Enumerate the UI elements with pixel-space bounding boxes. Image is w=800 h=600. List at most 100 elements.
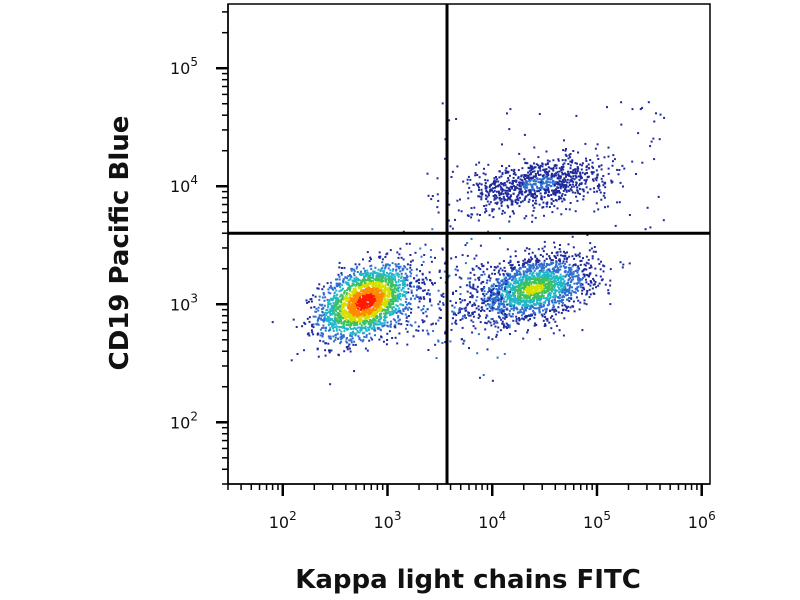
event-dot-population-1 <box>340 272 343 275</box>
event-dot-population-2 <box>534 256 537 259</box>
event-dot-population-1 <box>338 313 341 316</box>
event-dot-population-1 <box>399 311 402 314</box>
event-dot-population-3 <box>535 180 537 183</box>
event-dot-population-2 <box>504 295 507 298</box>
event-dot-population-2 <box>579 301 582 304</box>
event-dot-population-1 <box>382 290 385 293</box>
event-dot-population-3 <box>502 195 505 198</box>
event-dot-population-3 <box>571 183 574 186</box>
event-dot-population-1 <box>329 327 332 329</box>
event-dot-population-2 <box>524 304 526 307</box>
event-dot-population-2 <box>505 286 508 289</box>
event-dot-population-2 <box>582 277 584 279</box>
event-dot-population-3 <box>579 163 582 166</box>
event-dot-population-2 <box>480 297 483 300</box>
event-dot-sparse <box>420 297 423 300</box>
event-dot-population-2 <box>548 285 551 288</box>
event-dot-population-1 <box>346 346 349 349</box>
event-dot-population-1 <box>344 309 347 312</box>
event-dot-population-1 <box>354 343 357 346</box>
event-dot-sparse <box>483 273 486 276</box>
event-dot-population-2 <box>471 296 474 299</box>
event-dot-population-1 <box>394 324 397 327</box>
event-dot-population-3 <box>497 190 500 193</box>
event-dot-population-2 <box>500 302 502 305</box>
event-dot-population-1 <box>376 311 379 314</box>
event-dot-population-3 <box>618 169 621 171</box>
event-dot-population-1 <box>379 282 382 285</box>
event-dot-population-2 <box>502 326 505 329</box>
event-dot-population-3 <box>544 191 547 194</box>
event-dot-population-1 <box>406 279 409 282</box>
event-dot-population-3 <box>493 177 496 180</box>
event-dot-population-1 <box>317 306 320 309</box>
event-dot-population-2 <box>563 289 565 292</box>
event-dot-population-2 <box>540 269 543 272</box>
event-dot-population-1 <box>318 303 321 306</box>
event-dot-population-3 <box>563 184 566 187</box>
event-dot-population-3 <box>524 184 527 187</box>
event-dot-population-3 <box>567 163 570 165</box>
event-dot-population-1 <box>393 274 396 277</box>
event-dot-population-2 <box>508 314 511 317</box>
event-dot-population-1 <box>355 313 357 316</box>
event-dot-population-2 <box>530 289 532 292</box>
event-dot-population-1 <box>355 307 358 310</box>
event-dot-population-1 <box>401 267 404 270</box>
event-dot-population-3 <box>598 189 601 192</box>
event-dot-sparse <box>478 315 481 318</box>
event-dot-population-1 <box>376 305 379 308</box>
event-dot-population-2 <box>526 289 529 292</box>
event-dot-population-2 <box>568 287 571 290</box>
event-dot-population-3 <box>543 196 546 199</box>
event-dot-population-3 <box>498 176 501 179</box>
event-dot-population-2 <box>503 297 505 300</box>
event-dot-population-1 <box>354 306 357 309</box>
event-dot-population-1 <box>357 285 360 288</box>
event-dot-population-2 <box>556 275 559 278</box>
event-dot-population-3 <box>482 172 485 175</box>
event-dot-population-2 <box>551 308 554 311</box>
event-dot-population-1 <box>305 299 308 302</box>
event-dot-population-1 <box>374 272 377 274</box>
event-dot-population-1 <box>357 300 359 303</box>
event-dot-population-1 <box>390 320 392 323</box>
event-dot-population-1 <box>380 317 383 320</box>
event-dot-population-2 <box>499 285 502 288</box>
event-dot-population-2 <box>491 272 494 275</box>
event-dot-population-2 <box>535 259 538 262</box>
event-dot-sparse <box>422 307 425 310</box>
event-dot-population-1 <box>421 281 424 284</box>
event-dot-population-3 <box>546 171 549 174</box>
event-dot-population-1 <box>403 279 406 281</box>
event-dot-population-1 <box>371 276 374 279</box>
event-dot-population-1 <box>330 349 333 352</box>
event-dot-population-1 <box>374 311 377 314</box>
event-dot-population-2 <box>487 261 489 264</box>
event-dot-population-1 <box>329 284 332 287</box>
event-dot-population-2 <box>577 253 580 256</box>
event-dot-population-2 <box>469 301 471 304</box>
event-dot-population-2 <box>577 276 580 279</box>
event-dot-population-1 <box>389 306 392 309</box>
event-dot-population-3 <box>480 191 483 194</box>
event-dot-population-1 <box>380 323 383 326</box>
event-dot-population-3 <box>581 162 584 165</box>
event-dot-population-1 <box>371 290 373 293</box>
event-dot-population-3 <box>521 183 524 186</box>
event-dot-population-2 <box>529 314 532 317</box>
event-dot-population-3 <box>527 183 530 186</box>
event-dot-population-1 <box>349 318 352 321</box>
event-dot-population-2 <box>525 306 528 309</box>
event-dot-population-1 <box>355 267 358 270</box>
event-dot-population-1 <box>318 298 321 301</box>
event-dot-population-2 <box>571 235 574 238</box>
event-dot-population-2 <box>503 274 505 277</box>
event-dot-population-1 <box>398 253 401 256</box>
event-dot-population-2 <box>513 307 516 310</box>
event-dot-population-3 <box>507 177 510 180</box>
event-dot-population-3 <box>540 184 542 187</box>
event-dot-population-3 <box>526 183 529 186</box>
event-dot-population-2 <box>552 332 555 335</box>
event-dot-population-3 <box>436 193 439 196</box>
